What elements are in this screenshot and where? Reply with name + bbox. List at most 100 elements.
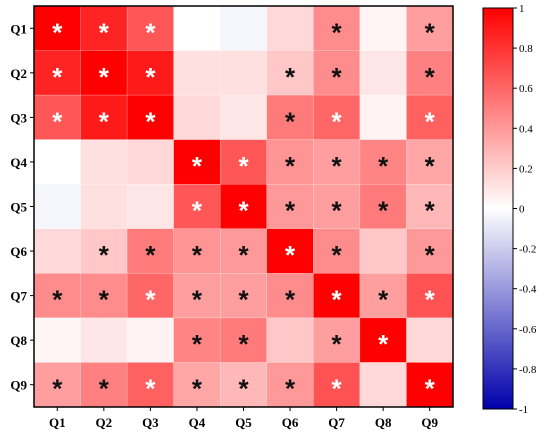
y-tick-label-Q5: Q5 [10,200,27,215]
significance-marker-Q8-Q8: * [378,329,389,359]
heatmap-cell-Q6-Q1 [33,228,81,274]
significance-marker-Q9-Q1: * [52,374,63,404]
significance-marker-Q7-Q2: * [99,285,110,315]
significance-marker-Q3-Q9: * [425,106,436,136]
heatmap-cell-Q7-Q7 [313,273,361,319]
significance-marker-Q4-Q5: * [238,151,249,181]
x-tick-label-Q9: Q9 [421,415,438,430]
significance-marker-Q6-Q3: * [145,240,156,270]
heatmap-cell-Q4-Q9 [406,139,454,185]
heatmap-cell-Q6-Q9 [406,228,454,274]
x-tick-label-Q8: Q8 [375,415,392,430]
heatmap-cell-Q3-Q8 [359,94,407,140]
significance-marker-Q4-Q9: * [425,151,436,181]
heatmap-cell-Q9-Q8 [359,362,407,408]
heatmap-cell-Q4-Q6 [266,139,314,185]
heatmap-cell-Q9-Q9 [406,362,454,408]
heatmap-cell-Q3-Q9 [406,94,454,140]
significance-marker-Q1-Q9: * [425,17,436,47]
colorbar-tick-label: 1 [519,3,525,15]
heatmap-cell-Q8-Q1 [33,317,81,363]
significance-marker-Q2-Q3: * [145,62,156,92]
significance-marker-Q1-Q1: * [52,17,63,47]
significance-marker-Q5-Q4: * [192,196,203,226]
heatmap-cell-Q5-Q3 [126,183,174,230]
y-tick-label-Q7: Q7 [10,289,27,304]
significance-marker-Q3-Q2: * [99,106,110,136]
heatmap-cell-Q6-Q6 [266,228,314,274]
significance-marker-Q6-Q2: * [99,240,110,270]
significance-marker-Q7-Q7: * [332,285,343,315]
heatmap-cell-Q4-Q3 [126,139,174,185]
heatmap-cell-Q9-Q2 [80,362,128,408]
y-axis-ticks: Q1 Q2 Q3 Q4 Q5 Q6 Q7 Q8 Q9 [10,21,34,393]
heatmap-cell-Q1-Q6 [266,5,314,51]
heatmap-cell-Q4-Q8 [359,139,407,185]
heatmap-cell-Q2-Q1 [33,50,81,96]
significance-marker-Q7-Q5: * [238,285,249,315]
heatmap-cell-Q1-Q2 [80,5,128,51]
heatmap-cell-Q5-Q2 [80,183,128,230]
significance-marker-Q5-Q6: * [285,196,296,226]
x-tick-label-Q3: Q3 [142,415,159,430]
x-tick-label-Q2: Q2 [96,415,113,430]
significance-marker-Q2-Q2: * [99,62,110,92]
y-tick-label-Q1: Q1 [10,21,27,36]
heatmap-cell-Q6-Q5 [219,228,268,274]
heatmap-cell-Q1-Q4 [173,5,221,51]
x-tick-label-Q7: Q7 [328,415,345,430]
colorbar-tick-label: 0.8 [519,43,533,55]
significance-marker-Q7-Q6: * [285,285,296,315]
heatmap-cell-Q9-Q3 [126,362,174,408]
heatmap-cell-Q7-Q3 [126,273,174,319]
heatmap-cell-Q2-Q5 [219,50,268,96]
heatmap-cell-Q3-Q5 [219,94,268,140]
significance-marker-Q9-Q6: * [285,374,296,404]
significance-marker-Q5-Q5: * [238,196,249,226]
colorbar-tick-label: -0.8 [519,364,537,376]
heatmap-cell-Q3-Q3 [126,94,174,140]
colorbar-tick-label: -0.4 [519,284,537,296]
heatmap-cell-Q9-Q6 [266,362,314,408]
heatmap-cell-Q7-Q1 [33,273,81,319]
significance-marker-Q6-Q7: * [332,240,343,270]
y-tick-label-Q6: Q6 [10,244,27,259]
x-tick-label-Q4: Q4 [189,415,206,430]
heatmap-cell-Q7-Q5 [219,273,268,319]
heatmap-cell-Q3-Q7 [313,94,361,140]
heatmap-cell-Q2-Q6 [266,50,314,96]
significance-marker-Q6-Q6: * [285,240,296,270]
significance-marker-Q9-Q3: * [145,374,156,404]
colorbar-tick-label: 0.2 [519,163,533,175]
heatmap-cell-Q5-Q1 [33,183,81,230]
heatmap-cell-Q2-Q4 [173,50,221,96]
heatmap-cell-Q1-Q5 [219,5,268,51]
significance-marker-Q6-Q9: * [425,240,436,270]
heatmap-cell-Q2-Q3 [126,50,174,96]
significance-marker-Q4-Q6: * [285,151,296,181]
significance-marker-Q7-Q9: * [425,285,436,315]
significance-marker-Q2-Q1: * [52,62,63,92]
heatmap-cell-Q2-Q8 [359,50,407,96]
significance-marker-Q7-Q8: * [378,285,389,315]
heatmap-cell-Q5-Q6 [266,183,314,230]
heatmap-cell-Q9-Q1 [33,362,81,408]
significance-marker-Q9-Q9: * [425,374,436,404]
significance-marker-Q4-Q7: * [332,151,343,181]
significance-marker-Q5-Q8: * [378,196,389,226]
significance-marker-Q8-Q7: * [332,329,343,359]
heatmap-cell-Q6-Q3 [126,228,174,274]
y-tick-label-Q8: Q8 [10,333,27,348]
significance-marker-Q9-Q7: * [332,374,343,404]
x-axis-ticks: Q1 Q2 Q3 Q4 Q5 Q6 Q7 Q8 Q9 [49,407,439,430]
significance-marker-Q6-Q4: * [192,240,203,270]
colorbar-tick-label: -0.2 [519,244,536,256]
significance-marker-Q4-Q4: * [192,151,203,181]
significance-marker-Q3-Q1: * [52,106,63,136]
heatmap-cell-Q5-Q9 [406,183,454,230]
heatmap-cell-Q6-Q4 [173,228,221,274]
heatmap-cell-Q3-Q2 [80,94,128,140]
heatmap-cell-Q5-Q7 [313,183,361,230]
significance-marker-Q7-Q1: * [52,285,63,315]
significance-marker-Q2-Q7: * [332,62,343,92]
